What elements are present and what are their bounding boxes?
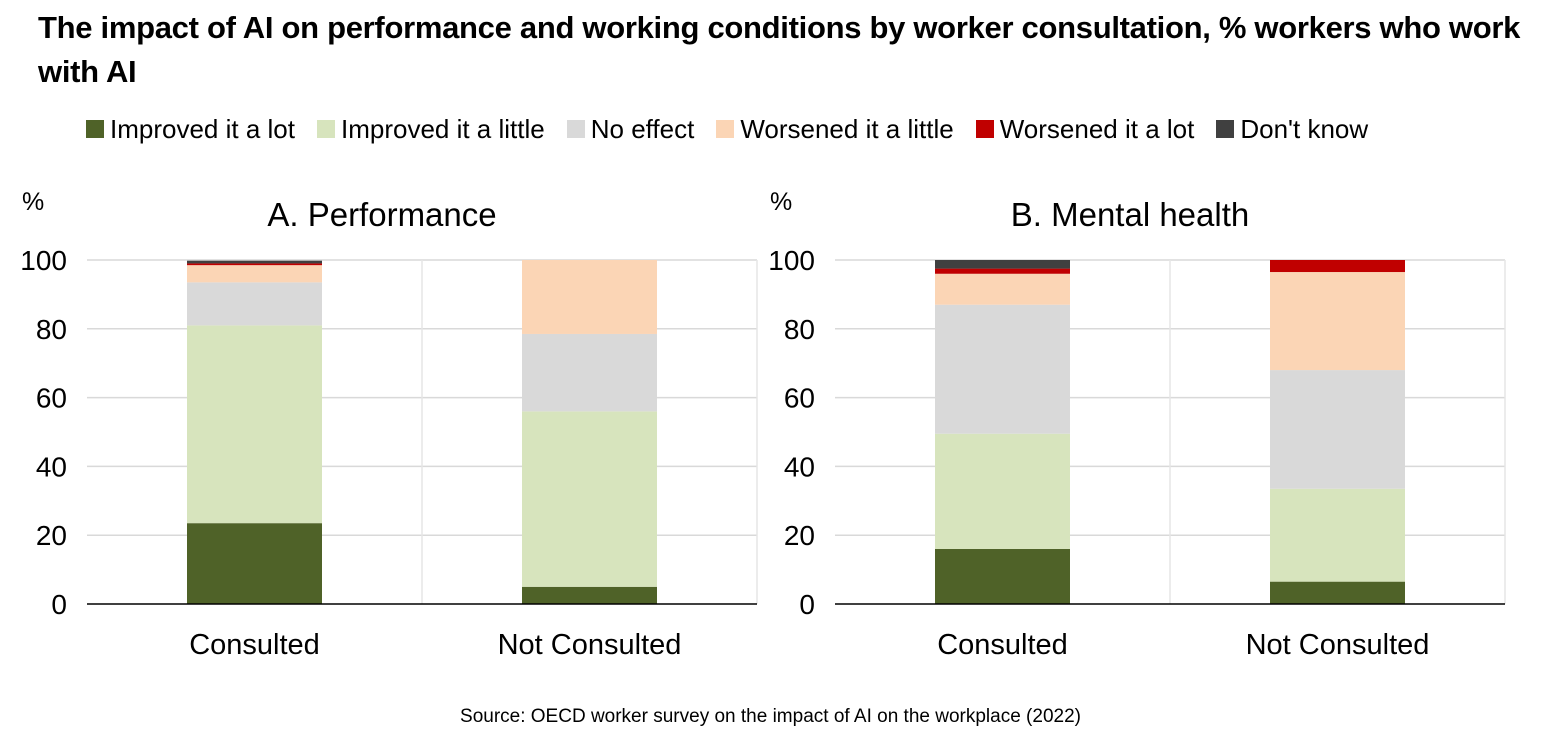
- y-axis-label: %: [770, 188, 792, 216]
- y-axis-label: %: [22, 188, 44, 216]
- y-tick-label: 40: [36, 451, 67, 482]
- bar-segment: [187, 263, 322, 266]
- legend-label: Worsened it a lot: [999, 113, 1195, 144]
- legend-swatch: [975, 120, 994, 138]
- x-tick-label: Not Consulted: [1246, 629, 1430, 661]
- legend-swatch: [566, 120, 585, 138]
- legend-item: No effect: [566, 113, 695, 145]
- legend-swatch: [86, 120, 104, 138]
- legend-item: Worsened it a lot: [975, 113, 1195, 145]
- y-tick-label: 80: [36, 314, 67, 345]
- y-tick-label: 0: [799, 589, 815, 620]
- legend-item: Worsened it a little: [716, 113, 954, 145]
- source-note: Source: OECD worker survey on the impact…: [460, 706, 1081, 727]
- bar-segment: [187, 265, 322, 283]
- y-tick-label: 20: [36, 520, 67, 551]
- y-tick-label: 0: [51, 589, 67, 620]
- bar-segment: [187, 325, 322, 524]
- bar-segment: [935, 433, 1070, 549]
- panel-performance: Consulted Not Consulted 0 20 40 60 80 100% A. Pe…: [0, 180, 760, 680]
- bar-segment: [1270, 370, 1405, 489]
- legend-swatch: [1216, 120, 1235, 138]
- bar-segment: [935, 260, 1070, 269]
- bar-segment: [522, 260, 657, 334]
- performance-chart: Consulted Not Consulted 0 20 40 60 80 100% A. Pe…: [20, 188, 758, 661]
- legend-swatch: [316, 120, 335, 138]
- y-tick-label: 100: [768, 245, 815, 276]
- bar-segment: [187, 523, 322, 604]
- bar-segment: [935, 304, 1070, 434]
- y-tick-label: 80: [784, 314, 815, 345]
- bar-segment: [522, 411, 657, 587]
- legend-item: Improved it a lot: [86, 114, 295, 145]
- legend-label: Don't know: [1240, 113, 1369, 144]
- bar-segment: [522, 333, 657, 412]
- legend: Improved it a lot Improved it a little No …: [86, 112, 1390, 146]
- x-tick-label: Not Consulted: [498, 629, 682, 661]
- bar-segment: [187, 260, 322, 264]
- legend-label: Improved it a little: [340, 113, 545, 144]
- legend-item: Improved it a little: [316, 113, 545, 145]
- legend-swatch: [716, 120, 735, 138]
- legend-label: Improved it a lot: [110, 113, 295, 144]
- bar-segment: [935, 268, 1070, 274]
- panel-title: A. Performance: [267, 196, 496, 233]
- bar-segment: [1270, 260, 1405, 273]
- y-tick-label: 40: [784, 451, 815, 482]
- bar-segment: [187, 282, 322, 326]
- y-tick-label: 20: [784, 520, 815, 551]
- panel-mental-health: Consulted Not Consulted 0 20 40 60 80 100% B. Me…: [748, 180, 1508, 680]
- y-tick-label: 60: [36, 383, 67, 414]
- mental-health-chart: Consulted Not Consulted 0 20 40 60 80 100% B. Me…: [768, 188, 1506, 661]
- bar-segment: [1270, 488, 1405, 582]
- x-tick-label: Consulted: [937, 629, 1068, 661]
- chart-title: The impact of AI on performance and work…: [38, 10, 1521, 89]
- legend-label: No effect: [590, 113, 695, 144]
- bar-segment: [522, 586, 657, 604]
- bar-segment: [935, 548, 1070, 604]
- legend-item: Don't know: [1216, 114, 1368, 145]
- y-tick-label: 100: [20, 245, 67, 276]
- x-tick-label: Consulted: [189, 629, 320, 661]
- bar-segment: [1270, 581, 1405, 604]
- y-tick-label: 60: [784, 383, 815, 414]
- bar-segment: [1270, 272, 1405, 371]
- panel-title: B. Mental health: [1011, 196, 1249, 233]
- bar-segment: [935, 273, 1070, 305]
- legend-label: Worsened it a little: [740, 113, 954, 144]
